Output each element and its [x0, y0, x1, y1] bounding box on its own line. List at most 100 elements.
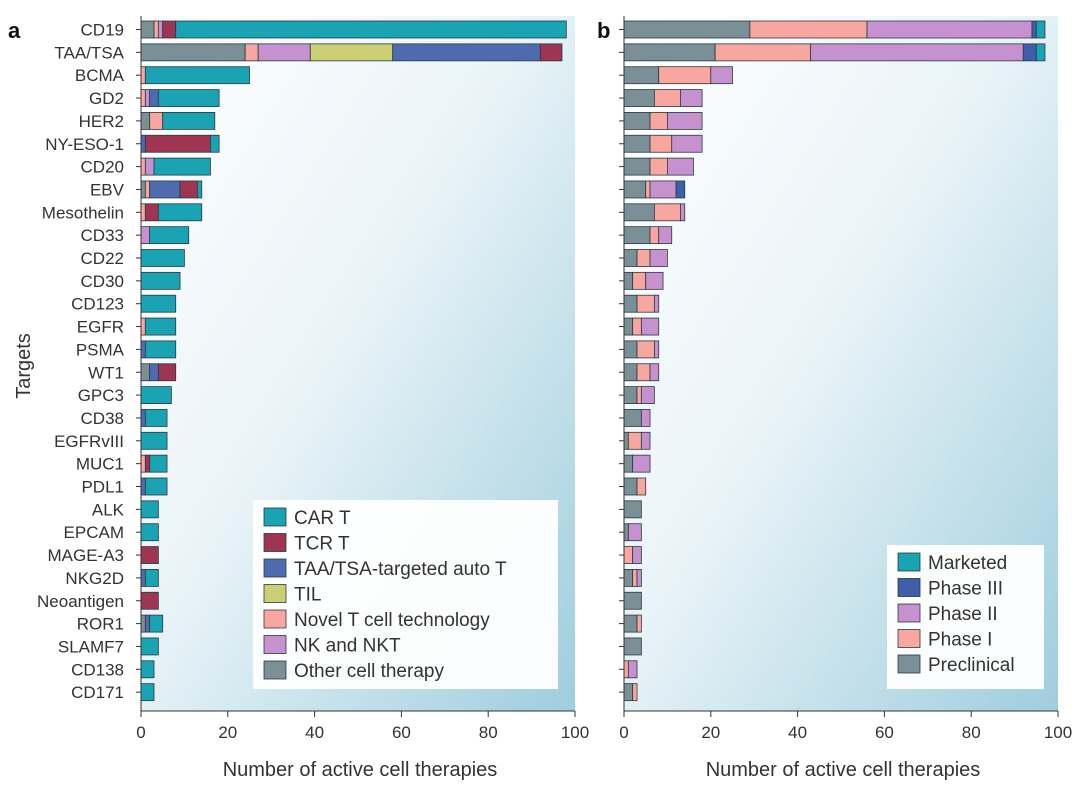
bar-b-nkg2d-phase-i — [632, 569, 638, 587]
bar-a-cd19-novel-t-cell-technology — [153, 20, 159, 39]
bar-b-nkg2d-preclinical — [623, 569, 634, 587]
category-label-cd19: CD19 — [81, 21, 124, 40]
bar-a-pdl1-taa-tsa-targeted-auto-t — [140, 477, 146, 496]
category-label-cd30: CD30 — [81, 272, 124, 291]
x-tick-label-a-20: 20 — [218, 723, 237, 742]
bar-a-mesothelin-car-t — [157, 203, 203, 222]
bar-b-cd22-preclinical — [623, 249, 638, 267]
bar-b-cd22-phase-ii — [649, 249, 668, 267]
panel-label-b: b — [597, 18, 610, 43]
legend-swatch-a-novel-t-cell-technology — [263, 609, 287, 629]
bar-a-cd19-other-cell-therapy — [140, 20, 155, 39]
bar-a-taa-tsa-til — [309, 43, 394, 62]
legend-swatch-a-nk-and-nkt — [263, 635, 287, 654]
bar-a-egfr-car-t — [144, 317, 177, 336]
bar-a-bcma-novel-t-cell-technology — [140, 66, 146, 85]
bar-a-ny-eso-1-tcr-t — [144, 134, 211, 153]
bar-a-gd2-car-t — [157, 89, 220, 107]
x-tick-label-b-20: 20 — [701, 723, 720, 742]
legend-label-a-taa-tsa-targeted-auto-t: TAA/TSA-targeted auto T — [294, 559, 507, 580]
x-tick-label-a-80: 80 — [479, 723, 498, 742]
bar-b-ebv-phase-iii — [675, 180, 686, 199]
legend-label-b-phase-iii: Phase III — [928, 579, 1003, 600]
category-label-ebv: EBV — [90, 181, 125, 200]
bar-b-cd33-phase-ii — [658, 226, 673, 245]
bar-b-mage-a3-phase-ii — [632, 546, 642, 564]
bar-b-cd22-phase-i — [636, 249, 651, 267]
category-label-neoantigen: Neoantigen — [37, 592, 124, 611]
bar-a-her2-car-t — [162, 112, 216, 130]
bar-b-cd123-phase-i — [636, 294, 655, 313]
legend-swatch-a-car-t — [263, 507, 287, 527]
legend-label-a-other-cell-therapy: Other cell therapy — [294, 661, 444, 682]
category-label-bcma: BCMA — [75, 66, 125, 85]
bar-b-psma-phase-ii — [653, 340, 660, 359]
panel-b: b 0 20 40 60 80 100 Number of active cell the… — [597, 16, 1072, 781]
bar-a-mesothelin-tcr-t — [144, 203, 159, 222]
bar-a-wt1-taa-tsa-targeted-auto-t — [149, 363, 159, 382]
bar-b-pdl1-preclinical — [623, 477, 638, 496]
bar-b-ebv-preclinical — [623, 180, 647, 199]
bar-a-ebv-car-t — [197, 180, 203, 199]
bar-b-cd123-preclinical — [623, 294, 638, 313]
bar-a-taa-tsa-tcr-t — [539, 43, 563, 62]
bar-b-wt1-preclinical — [623, 363, 638, 382]
x-tick-label-b-0: 0 — [619, 723, 628, 742]
bar-b-egfr-phase-ii — [640, 317, 660, 336]
bar-a-ror1-taa-tsa-targeted-auto-t — [144, 614, 151, 633]
bar-b-her2-phase-i — [649, 112, 668, 130]
legend-label-a-novel-t-cell-technology: Novel T cell technology — [294, 610, 490, 631]
bar-a-cd19-car-t — [175, 20, 567, 39]
bar-b-wt1-phase-i — [636, 363, 651, 382]
bar-a-alk-car-t — [140, 500, 159, 519]
legend-label-b-phase-ii: Phase II — [928, 604, 998, 625]
bar-b-slamf7-preclinical — [623, 637, 642, 656]
legend-swatch-b-marketed — [897, 552, 921, 572]
bar-a-ebv-tcr-t — [179, 180, 198, 199]
bar-b-cd138-phase-ii — [627, 660, 638, 679]
bar-b-psma-preclinical — [623, 340, 638, 359]
bar-b-mesothelin-preclinical — [623, 203, 655, 222]
x-tick-label-b-60: 60 — [875, 723, 894, 742]
bar-a-egfr-novel-t-cell-technology — [140, 317, 146, 336]
category-label-epcam: EPCAM — [64, 523, 124, 542]
bar-b-taa-tsa-phase-ii — [810, 43, 1024, 62]
bar-b-muc1-preclinical — [623, 454, 634, 473]
bar-b-egfrviii-phase-ii — [640, 431, 651, 450]
bar-b-gd2-phase-i — [653, 89, 681, 107]
bar-a-mage-a3-tcr-t — [140, 546, 159, 564]
bar-b-gpc3-phase-i — [636, 386, 642, 405]
legend-b: Marketed Phase III Phase II Phase I Preclini… — [887, 545, 1044, 689]
category-label-cd22: CD22 — [81, 249, 124, 268]
bar-a-cd33-car-t — [149, 226, 190, 245]
legend-swatch-b-phase-ii — [897, 603, 921, 623]
bar-a-gpc3-car-t — [140, 386, 172, 405]
bar-a-ebv-novel-t-cell-technology — [144, 180, 151, 199]
category-label-mesothelin: Mesothelin — [42, 203, 124, 222]
bar-b-cd19-phase-ii — [866, 20, 1033, 39]
bar-b-cd20-preclinical — [623, 157, 651, 176]
legend-swatch-a-til — [263, 584, 287, 603]
bar-b-bcma-phase-i — [658, 66, 712, 85]
bar-a-cd138-car-t — [140, 660, 155, 679]
bar-b-ny-eso-1-phase-i — [649, 134, 673, 153]
bar-a-cd171-car-t — [140, 683, 155, 702]
legend-swatch-b-preclinical — [897, 654, 921, 674]
bar-b-her2-phase-ii — [667, 112, 703, 130]
category-label-ror1: ROR1 — [77, 615, 124, 634]
x-axis-label-b: Number of active cell therapies — [706, 759, 981, 781]
x-tick-label-b-80: 80 — [962, 723, 981, 742]
bar-b-cd171-preclinical — [623, 683, 634, 702]
bar-b-cd30-phase-ii — [645, 271, 664, 290]
bar-a-her2-other-cell-therapy — [140, 112, 151, 130]
legend-label-a-car-t: CAR T — [294, 508, 351, 529]
bar-b-cd171-phase-i — [632, 683, 638, 702]
category-label-egfr: EGFR — [77, 318, 124, 337]
bar-b-nkg2d-phase-ii — [636, 569, 642, 587]
bar-a-cd19-nk-and-nkt — [157, 20, 164, 39]
legend-swatch-a-taa-tsa-targeted-auto-t — [263, 558, 287, 578]
bar-b-cd30-phase-i — [632, 271, 647, 290]
category-label-alk: ALK — [92, 500, 125, 519]
bar-a-slamf7-car-t — [140, 637, 159, 656]
bar-b-cd38-phase-ii — [640, 409, 651, 427]
